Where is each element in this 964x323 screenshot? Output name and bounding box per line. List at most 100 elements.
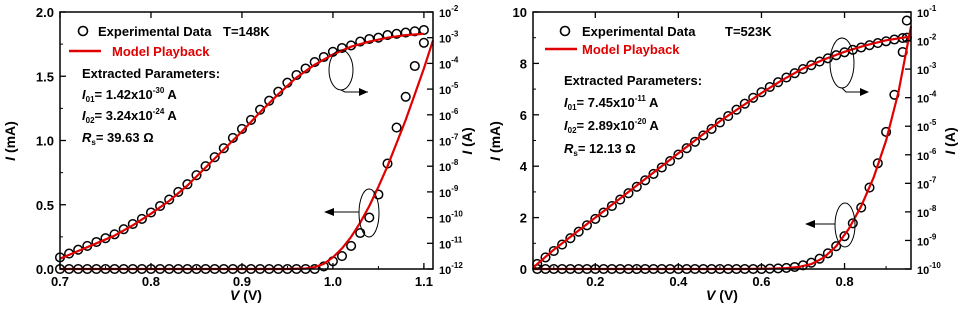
y2-tick-base: 10 xyxy=(917,208,929,220)
y2-tick-base: 10 xyxy=(917,65,929,77)
series-line-model-playback xyxy=(532,35,912,269)
data-point-experimental xyxy=(227,132,238,143)
param-i02: I02= 3.24x10-24 A xyxy=(82,107,177,125)
y2-tick-exp: -2 xyxy=(929,33,937,42)
y2-tick-label: 10-5 xyxy=(439,81,459,97)
data-point-experimental xyxy=(831,241,842,252)
y2-tick-label: 10-7 xyxy=(917,175,937,191)
arrowhead-left xyxy=(324,208,334,216)
x-tick-label: 0.6 xyxy=(752,274,770,289)
data-point-experimental xyxy=(773,77,784,88)
data-point-experimental xyxy=(590,213,601,224)
arrowhead-left xyxy=(805,220,815,228)
y2-tick-base: 10 xyxy=(917,37,929,49)
y2-tick-label: 10-11 xyxy=(439,235,463,251)
y2-tick-label: 10-9 xyxy=(917,232,937,248)
y2-tick-exp: -9 xyxy=(451,184,459,193)
panel-left-xlabel: V (V) xyxy=(230,287,262,303)
data-point-experimental xyxy=(173,186,184,197)
data-point-experimental xyxy=(581,220,593,231)
y2-tick-base: 10 xyxy=(917,94,929,106)
data-point-experimental xyxy=(706,123,717,134)
data-point-experimental xyxy=(540,252,551,263)
data-point-experimental xyxy=(191,170,202,181)
y2-tick-label: 10-6 xyxy=(439,107,459,123)
param-rs: Rs= 12.13 Ω xyxy=(564,141,636,158)
y2-tick-label: 10-8 xyxy=(439,158,459,174)
data-point-experimental xyxy=(814,56,825,67)
data-point-experimental xyxy=(623,188,634,199)
data-point-experimental xyxy=(209,152,220,163)
panel-left: 0.7 0.8 0.9 1.0 1.10.00.51.01.52.010-1210-11… xyxy=(2,4,475,303)
data-point-experimental xyxy=(391,122,402,133)
data-point-experimental xyxy=(236,123,248,134)
data-point-experimental xyxy=(255,104,266,115)
y2-tick-label: 10-5 xyxy=(917,118,937,134)
data-point-experimental xyxy=(136,213,147,224)
data-point-experimental xyxy=(164,194,175,205)
legend-marker-data xyxy=(77,25,89,37)
y2-tick-base: 10 xyxy=(439,137,451,149)
data-point-experimental xyxy=(155,200,166,212)
y-tick-label: 0.0 xyxy=(36,262,54,277)
y-tick-label: 0.5 xyxy=(36,198,54,213)
panel-right-ylabel: I (mA) xyxy=(487,121,503,161)
panel-left-ticks: 0.7 0.8 0.9 1.0 1.10.00.51.01.52.010-1210-11… xyxy=(36,4,463,289)
legend-label-data: Experimental Data xyxy=(582,24,696,39)
y2-tick-exp: -2 xyxy=(451,4,459,13)
data-point-experimental xyxy=(200,161,211,172)
y2-tick-base: 10 xyxy=(439,265,451,277)
data-point-experimental xyxy=(615,194,626,205)
x-tick-label: 0.8 xyxy=(142,274,160,289)
panel-left-ylabel: I (mA) xyxy=(2,121,18,161)
data-point-experimental xyxy=(565,233,576,244)
data-point-experimental xyxy=(739,98,750,109)
y2-tick-exp: -7 xyxy=(451,133,459,142)
data-point-experimental xyxy=(364,212,375,223)
data-point-experimental xyxy=(245,114,257,125)
y-tick-label: 2.0 xyxy=(36,5,54,20)
y2-tick-base: 10 xyxy=(439,34,451,46)
data-point-experimental xyxy=(606,200,617,212)
y-tick-label: 6 xyxy=(520,108,527,123)
data-point-experimental xyxy=(409,60,420,72)
y2-tick-exp: -6 xyxy=(929,147,937,156)
data-point-experimental xyxy=(336,251,348,262)
data-point-experimental xyxy=(355,227,366,239)
y2-tick-exp: -8 xyxy=(451,158,459,167)
data-point-experimental xyxy=(355,36,366,47)
data-point-experimental xyxy=(781,72,792,83)
y2-tick-label: 10-3 xyxy=(917,61,937,77)
legend-label-model: Model Playback xyxy=(582,42,680,57)
data-point-experimental xyxy=(822,53,833,64)
data-point-experimental xyxy=(598,207,609,218)
x-tick-label: 1.0 xyxy=(324,274,342,289)
y2-tick-exp: -11 xyxy=(451,235,463,244)
data-point-experimental xyxy=(681,143,692,154)
y2-tick-base: 10 xyxy=(439,111,451,123)
data-point-experimental xyxy=(756,87,767,98)
y2-tick-label: 10-12 xyxy=(439,261,463,277)
data-point-experimental xyxy=(656,162,667,173)
arrowhead-right xyxy=(860,88,869,96)
y2-tick-exp: -8 xyxy=(929,204,937,213)
data-point-experimental xyxy=(264,95,275,106)
y2-tick-base: 10 xyxy=(917,265,929,277)
data-point-experimental xyxy=(665,156,676,167)
y2-tick-base: 10 xyxy=(439,188,451,200)
y2-tick-base: 10 xyxy=(917,179,929,191)
y2-tick-base: 10 xyxy=(917,151,929,163)
data-point-experimental xyxy=(648,168,659,179)
data-point-experimental xyxy=(182,179,193,190)
data-point-experimental xyxy=(822,248,833,259)
data-point-experimental xyxy=(689,136,701,147)
arrowhead-right xyxy=(359,88,368,96)
data-point-experimental xyxy=(806,60,817,71)
y2-tick-label: 10-1 xyxy=(917,4,937,20)
y2-tick-exp: -12 xyxy=(451,261,463,270)
param-rs: Rs= 39.63 Ω xyxy=(82,130,154,147)
x-tick-label: 0.4 xyxy=(669,274,688,289)
y2-tick-label: 10-10 xyxy=(917,261,941,277)
data-point-experimental xyxy=(557,239,568,250)
